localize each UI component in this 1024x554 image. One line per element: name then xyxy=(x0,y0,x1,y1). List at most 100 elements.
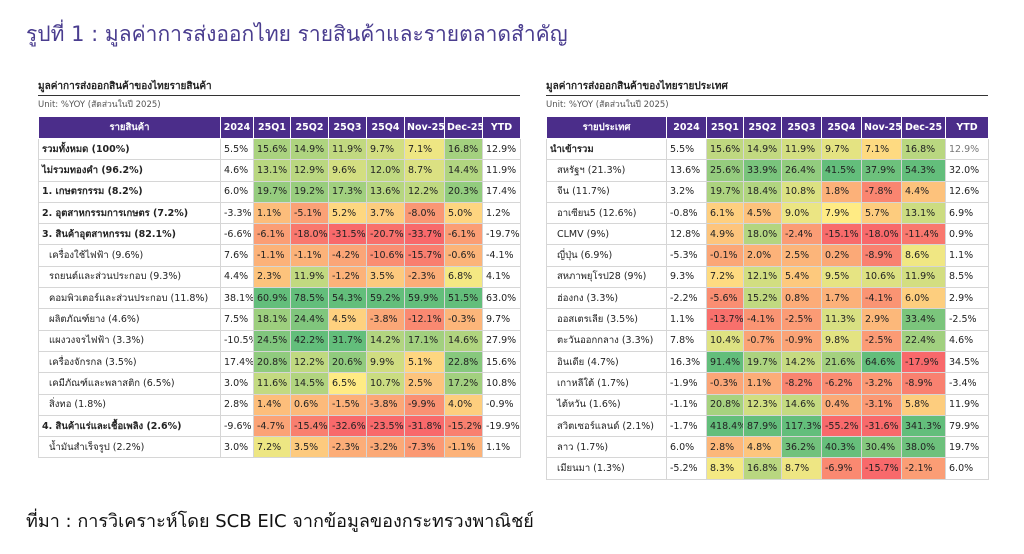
row-label: ไต้หวัน (1.6%) xyxy=(546,393,667,416)
cell-ytd: 11.9% xyxy=(945,393,989,416)
heat-cell: 38.0% xyxy=(901,436,946,459)
heat-cell: 9.6% xyxy=(328,159,367,182)
heat-cell: 51.5% xyxy=(444,287,483,310)
cell-ytd: -2.5% xyxy=(945,308,989,331)
heat-cell: 1.1% xyxy=(253,201,291,225)
row-label: แผงวงจรไฟฟ้า (3.3%) xyxy=(38,329,221,352)
heat-cell: 7.2% xyxy=(253,436,291,459)
heat-cell: 37.9% xyxy=(861,159,902,182)
cell-2024: 17.4% xyxy=(220,350,254,374)
cell-2024: -1.9% xyxy=(666,372,707,395)
heat-cell: -1.1% xyxy=(290,244,329,267)
heat-cell: 21.6% xyxy=(821,350,862,374)
cell-2024: 7.6% xyxy=(220,244,254,267)
cell-ytd: 1.2% xyxy=(482,201,521,225)
heat-cell: 16.8% xyxy=(901,137,946,161)
country-table-title: มูลค่าการส่งออกสินค้าของไทยรายประเทศ xyxy=(546,81,728,92)
heat-cell: 33.4% xyxy=(901,308,946,331)
heat-cell: 15.6% xyxy=(706,137,744,161)
table-row: ไต้หวัน (1.6%) -1.1% 20.8% 12.3% 14.6% 0.4% -3… xyxy=(546,393,989,416)
cell-2024: 3.0% xyxy=(220,436,254,459)
heat-cell: -6.2% xyxy=(821,372,862,395)
row-label: ผลิตภัณฑ์ยาง (4.6%) xyxy=(38,308,221,331)
heat-cell: -3.1% xyxy=(861,393,902,416)
heat-cell: 0.6% xyxy=(290,393,329,416)
column-header: 25Q2 xyxy=(743,116,782,139)
table-row: เมียนมา (1.3%) -5.2% 8.3% 16.8% 8.7% -6.9% -15… xyxy=(546,457,989,480)
heat-cell: 36.2% xyxy=(781,436,822,459)
heat-cell: -23.5% xyxy=(366,414,405,438)
cell-ytd: 0.9% xyxy=(945,223,989,246)
heat-cell: -8.2% xyxy=(781,372,822,395)
heat-cell: -13.7% xyxy=(706,308,744,331)
heat-cell: -17.9% xyxy=(901,350,946,374)
cell-2024: -5.2% xyxy=(666,457,707,480)
heat-cell: -2.5% xyxy=(781,308,822,331)
heat-cell: -2.5% xyxy=(861,329,902,352)
heat-cell: 14.9% xyxy=(743,137,782,161)
heat-cell: -33.7% xyxy=(404,223,445,246)
heat-cell: 2.5% xyxy=(404,372,445,395)
heat-cell: 6.0% xyxy=(901,287,946,310)
column-header: Dec-25 xyxy=(901,116,946,139)
heat-cell: 0.4% xyxy=(821,393,862,416)
heat-cell: 5.7% xyxy=(861,201,902,225)
heat-cell: 8.7% xyxy=(781,457,822,480)
heat-cell: 4.9% xyxy=(706,223,744,246)
column-header: 25Q4 xyxy=(821,116,862,139)
heat-cell: 6.8% xyxy=(444,265,483,289)
heat-cell: 20.8% xyxy=(706,393,744,416)
heat-cell: 25.6% xyxy=(706,159,744,182)
row-label: เกาหลีใต้ (1.7%) xyxy=(546,372,667,395)
heat-cell: 20.3% xyxy=(444,180,483,203)
heat-cell: -6.1% xyxy=(444,223,483,246)
heat-cell: 12.1% xyxy=(743,265,782,289)
row-label: สหภาพยุโรป28 (9%) xyxy=(546,265,667,289)
product-export-table: รายสินค้า 2024 25Q1 25Q2 25Q3 25Q4 Nov-25 Dec-2… xyxy=(38,116,521,459)
heat-cell: 60.9% xyxy=(253,287,291,310)
cell-ytd: 9.7% xyxy=(482,308,521,331)
table-row: สหรัฐฯ (21.3%) 13.6% 25.6% 33.9% 26.4% 41.5% 3… xyxy=(546,159,989,182)
cell-2024: -0.8% xyxy=(666,201,707,225)
heat-cell: 341.3% xyxy=(901,414,946,438)
heat-cell: -12.1% xyxy=(404,308,445,331)
cell-ytd: 1.1% xyxy=(482,436,521,459)
cell-ytd: -4.1% xyxy=(482,244,521,267)
heat-cell: 5.8% xyxy=(901,393,946,416)
heat-cell: 8.7% xyxy=(404,159,445,182)
heat-cell: 18.4% xyxy=(743,180,782,203)
heat-cell: 7.1% xyxy=(861,137,902,161)
heat-cell: 1.4% xyxy=(253,393,291,416)
row-label: CLMV (9%) xyxy=(546,223,667,246)
column-header: YTD xyxy=(482,116,521,139)
heat-cell: 7.2% xyxy=(706,265,744,289)
product-table-unit: Unit: %YOY (สัดส่วนในปี 2025) xyxy=(38,100,161,110)
table-row: จีน (11.7%) 3.2% 19.7% 18.4% 10.8% 1.8% -7.8% 4… xyxy=(546,180,989,203)
row-label: คอมพิวเตอร์และส่วนประกอบ (11.8%) xyxy=(38,287,221,310)
table-row: ญี่ปุ่น (6.9%) -5.3% -0.1% 2.0% 2.5% 0.2% -8.9… xyxy=(546,244,989,267)
heat-cell: 24.4% xyxy=(290,308,329,331)
cell-2024: 6.0% xyxy=(666,436,707,459)
heat-cell: 59.9% xyxy=(404,287,445,310)
cell-2024: -6.6% xyxy=(220,223,254,246)
cell-2024: 1.1% xyxy=(666,308,707,331)
cell-2024: 3.2% xyxy=(666,180,707,203)
cell-2024: 13.6% xyxy=(666,159,707,182)
heat-cell: 14.5% xyxy=(290,372,329,395)
column-header: Nov-25 xyxy=(404,116,445,139)
cell-2024: 4.4% xyxy=(220,265,254,289)
heat-cell: -0.6% xyxy=(444,244,483,267)
heat-cell: 9.8% xyxy=(821,329,862,352)
row-label: เครื่องใช้ไฟฟ้า (9.6%) xyxy=(38,244,221,267)
row-label: ตะวันออกกลาง (3.3%) xyxy=(546,329,667,352)
heat-cell: 1.1% xyxy=(743,372,782,395)
cell-2024: 2.8% xyxy=(220,393,254,416)
heat-cell: 54.3% xyxy=(901,159,946,182)
heat-cell: 9.7% xyxy=(821,137,862,161)
heat-cell: 18.1% xyxy=(253,308,291,331)
heat-cell: 13.1% xyxy=(253,159,291,182)
heat-cell: -0.7% xyxy=(743,329,782,352)
heat-cell: 1.8% xyxy=(821,180,862,203)
heat-cell: -0.9% xyxy=(781,329,822,352)
source-note: ที่มา : การวิเคราะห์โดย SCB EIC จากข้อมู… xyxy=(26,511,534,532)
